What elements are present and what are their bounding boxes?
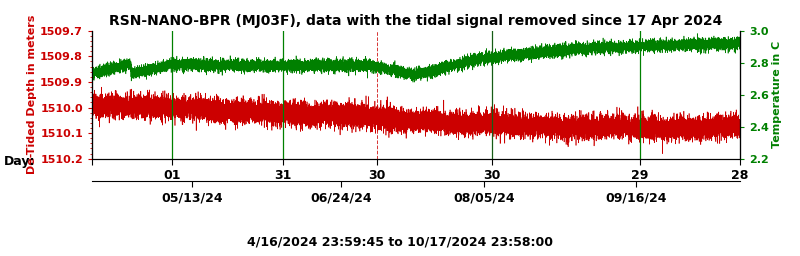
Title: RSN-NANO-BPR (MJ03F), data with the tidal signal removed since 17 Apr 2024: RSN-NANO-BPR (MJ03F), data with the tida… (110, 14, 722, 28)
Text: 4/16/2024 23:59:45 to 10/17/2024 23:58:00: 4/16/2024 23:59:45 to 10/17/2024 23:58:0… (247, 236, 553, 249)
Y-axis label: De-Tided Depth in meters: De-Tided Depth in meters (27, 15, 37, 174)
Y-axis label: Temperature in C: Temperature in C (772, 41, 782, 148)
Text: Day:: Day: (4, 155, 35, 168)
